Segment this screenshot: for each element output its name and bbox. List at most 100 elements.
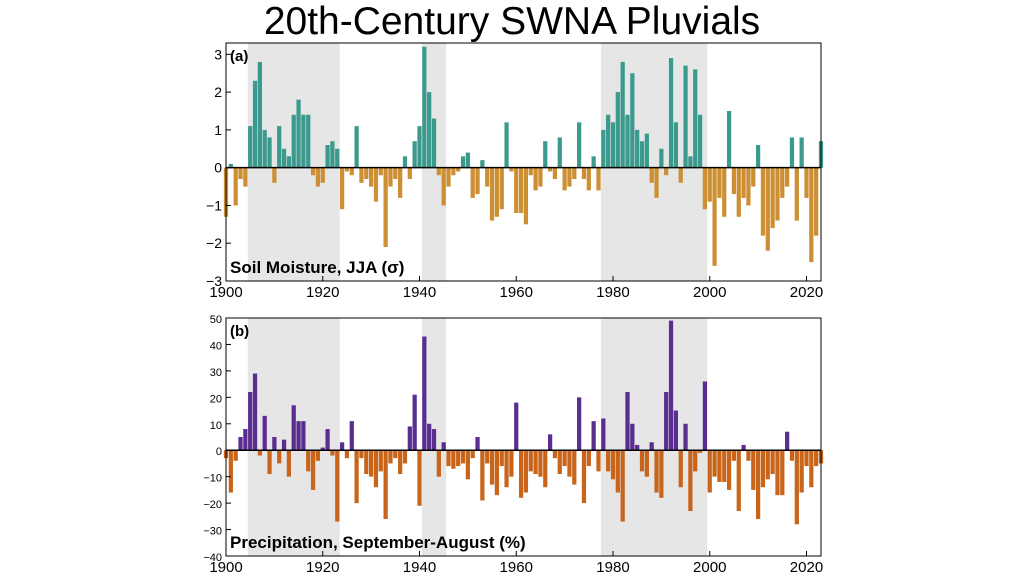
bar	[659, 149, 663, 168]
bar	[572, 168, 576, 179]
bar	[461, 450, 465, 463]
bar	[456, 450, 460, 466]
bar	[393, 450, 397, 458]
bar	[229, 450, 233, 492]
bar	[630, 73, 634, 167]
bar	[287, 450, 291, 476]
bar	[679, 168, 683, 183]
bar	[611, 450, 615, 479]
bar	[379, 450, 383, 471]
bar	[437, 168, 441, 176]
bar	[504, 122, 508, 167]
bar	[654, 450, 658, 492]
y-tick-label: −10	[203, 473, 222, 485]
bar	[804, 168, 808, 198]
bar	[369, 168, 373, 187]
bar	[766, 450, 770, 479]
y-tick-label: −1	[206, 197, 222, 213]
y-tick-label: 2	[214, 84, 222, 100]
x-tick-label: 2020	[790, 284, 823, 301]
bar	[533, 168, 537, 191]
bar	[354, 450, 358, 503]
bar	[616, 450, 620, 492]
bar	[451, 450, 455, 469]
bar	[809, 168, 813, 262]
y-tick-label: 0	[216, 446, 222, 458]
bar	[388, 168, 392, 187]
bar	[359, 168, 363, 183]
bar	[263, 416, 267, 450]
bar	[234, 168, 238, 206]
x-tick-label: 1920	[306, 284, 339, 301]
bar	[519, 450, 523, 498]
bar	[253, 81, 257, 168]
bar	[446, 168, 450, 187]
bar	[795, 450, 799, 524]
bar	[804, 450, 808, 466]
bar	[790, 450, 794, 461]
bar	[354, 126, 358, 168]
bar	[582, 450, 586, 503]
bar	[311, 168, 315, 176]
bar	[722, 168, 726, 217]
bar	[577, 122, 581, 167]
bar	[635, 445, 639, 450]
bar	[500, 168, 504, 210]
bar	[761, 450, 765, 487]
x-tick-label: 1900	[209, 559, 242, 576]
bar	[301, 421, 305, 450]
bar	[809, 450, 813, 487]
bar	[543, 141, 547, 167]
bar	[645, 134, 649, 168]
bar	[577, 397, 581, 450]
bar	[296, 100, 300, 168]
bar	[519, 168, 523, 213]
bar	[306, 115, 310, 168]
bar	[785, 168, 789, 187]
y-tick-label: −20	[203, 499, 222, 511]
bar	[780, 450, 784, 495]
y-tick-label: 30	[210, 367, 222, 379]
bar	[466, 450, 470, 479]
bar	[514, 168, 518, 213]
bar	[751, 168, 755, 187]
panel-label: (b)	[230, 323, 249, 340]
bar	[485, 168, 489, 187]
bar	[712, 168, 716, 266]
bar	[814, 168, 818, 236]
bar	[751, 450, 755, 490]
bar	[601, 130, 605, 168]
bar	[766, 168, 770, 251]
bar	[795, 168, 799, 221]
bar	[708, 168, 712, 202]
bar	[330, 141, 334, 167]
bar	[379, 168, 383, 176]
bar	[238, 437, 242, 450]
bar	[325, 429, 329, 450]
bar	[350, 421, 354, 450]
bar	[625, 115, 629, 168]
bar	[756, 450, 760, 519]
bar	[543, 450, 547, 487]
bar	[408, 426, 412, 450]
x-tick-label: 1900	[209, 284, 242, 301]
bar	[814, 450, 818, 466]
bar	[703, 381, 707, 450]
bar	[524, 168, 528, 225]
bar	[243, 429, 247, 450]
panel-b-precipitation: −40 −30 −20 −10 0 10 20 30 40 50 1900 1920 1940 1960…	[203, 314, 823, 576]
bar	[311, 450, 315, 490]
bar	[248, 126, 252, 168]
bar	[359, 450, 363, 458]
bar	[596, 450, 600, 471]
bar	[775, 450, 779, 495]
y-tick-label: 40	[210, 340, 222, 352]
bar	[625, 392, 629, 450]
bar	[780, 168, 784, 198]
bar	[558, 137, 562, 167]
bar	[562, 168, 566, 191]
bar	[737, 168, 741, 217]
bar	[393, 168, 397, 179]
bar	[650, 442, 654, 450]
